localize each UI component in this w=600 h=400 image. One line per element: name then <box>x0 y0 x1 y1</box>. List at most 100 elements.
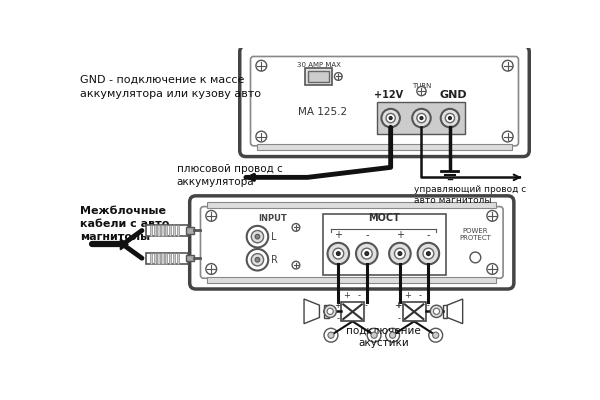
Text: R: R <box>271 255 278 265</box>
Circle shape <box>430 305 443 318</box>
Circle shape <box>441 109 459 127</box>
Circle shape <box>328 332 334 338</box>
Bar <box>157 253 160 264</box>
Circle shape <box>255 234 260 239</box>
Bar <box>403 302 425 321</box>
Text: GND - подключение к массе
аккумулятора или кузову авто: GND - подключение к массе аккумулятора и… <box>80 75 262 99</box>
Circle shape <box>445 114 455 123</box>
Text: +: + <box>395 301 402 310</box>
Circle shape <box>206 264 217 274</box>
Bar <box>169 225 171 236</box>
Bar <box>157 225 160 236</box>
FancyBboxPatch shape <box>200 207 503 278</box>
Circle shape <box>398 252 402 256</box>
Bar <box>146 253 188 264</box>
Circle shape <box>386 114 395 123</box>
Circle shape <box>502 131 513 142</box>
Text: L: L <box>271 232 277 242</box>
Circle shape <box>487 210 497 221</box>
Text: POWER
PROTECT: POWER PROTECT <box>460 228 491 241</box>
Circle shape <box>292 224 300 231</box>
Text: -: - <box>337 314 340 324</box>
Bar <box>146 225 188 236</box>
Text: INPUT: INPUT <box>259 214 287 223</box>
Bar <box>165 253 167 264</box>
Text: -: - <box>427 230 430 240</box>
Bar <box>149 225 152 236</box>
Text: МА 125.2: МА 125.2 <box>298 107 347 117</box>
Text: GND: GND <box>440 90 467 100</box>
Circle shape <box>356 243 377 264</box>
Circle shape <box>324 328 338 342</box>
Bar <box>176 253 179 264</box>
Bar <box>149 253 152 264</box>
Circle shape <box>395 248 405 259</box>
Bar <box>176 225 179 236</box>
Circle shape <box>251 230 263 243</box>
Bar <box>154 253 156 264</box>
Text: плюсовой провод с
аккумулятора: плюсовой провод с аккумулятора <box>176 164 283 187</box>
Circle shape <box>487 264 497 274</box>
Text: -: - <box>419 291 422 300</box>
Bar <box>165 225 167 236</box>
Circle shape <box>423 248 434 259</box>
Bar <box>169 253 171 264</box>
Bar <box>161 225 164 236</box>
Circle shape <box>371 332 377 338</box>
Text: -: - <box>427 301 429 310</box>
Circle shape <box>247 249 268 270</box>
Bar <box>308 71 329 82</box>
Circle shape <box>412 109 431 127</box>
Circle shape <box>420 116 423 120</box>
Text: Межблочные
кабели с авто
магнитолы: Межблочные кабели с авто магнитолы <box>80 206 170 242</box>
Text: 30 AMP MAX: 30 AMP MAX <box>297 62 341 68</box>
Circle shape <box>367 328 381 342</box>
Circle shape <box>251 254 263 266</box>
Bar <box>443 305 447 318</box>
Circle shape <box>417 86 426 96</box>
Text: подключение
акустики: подключение акустики <box>346 325 421 348</box>
Circle shape <box>417 114 426 123</box>
Circle shape <box>328 243 349 264</box>
Text: +: + <box>404 291 412 300</box>
Circle shape <box>448 116 451 120</box>
Circle shape <box>337 252 340 256</box>
Text: +: + <box>396 230 404 240</box>
Circle shape <box>292 261 300 269</box>
Circle shape <box>427 252 430 256</box>
FancyBboxPatch shape <box>251 56 518 146</box>
Circle shape <box>247 226 268 248</box>
Circle shape <box>333 248 344 259</box>
FancyBboxPatch shape <box>240 46 529 156</box>
Circle shape <box>386 328 400 342</box>
Text: -: - <box>365 230 368 240</box>
Text: +: + <box>343 291 350 300</box>
Bar <box>186 228 194 234</box>
Text: +: + <box>334 230 342 240</box>
Circle shape <box>389 332 395 338</box>
Bar <box>161 253 164 264</box>
Bar <box>208 202 496 208</box>
Text: +12V: +12V <box>374 90 403 100</box>
Bar <box>186 255 194 261</box>
Polygon shape <box>447 299 463 324</box>
Circle shape <box>418 243 439 264</box>
Text: +: + <box>334 301 340 310</box>
Text: управляющий провод с
авто магнитолы: управляющий провод с авто магнитолы <box>414 185 526 205</box>
Bar <box>324 305 329 318</box>
Circle shape <box>327 308 333 314</box>
FancyBboxPatch shape <box>190 196 514 289</box>
Text: -: - <box>337 301 340 310</box>
Circle shape <box>334 73 342 80</box>
Bar <box>377 102 466 134</box>
Circle shape <box>365 252 369 256</box>
Text: -: - <box>365 301 368 310</box>
Bar <box>341 302 364 321</box>
Circle shape <box>382 109 400 127</box>
Circle shape <box>324 305 337 318</box>
Bar <box>305 68 332 85</box>
Polygon shape <box>304 299 319 324</box>
Bar <box>208 277 496 283</box>
Text: TURN
ON: TURN ON <box>412 83 431 96</box>
Text: МОСТ: МОСТ <box>368 213 400 223</box>
